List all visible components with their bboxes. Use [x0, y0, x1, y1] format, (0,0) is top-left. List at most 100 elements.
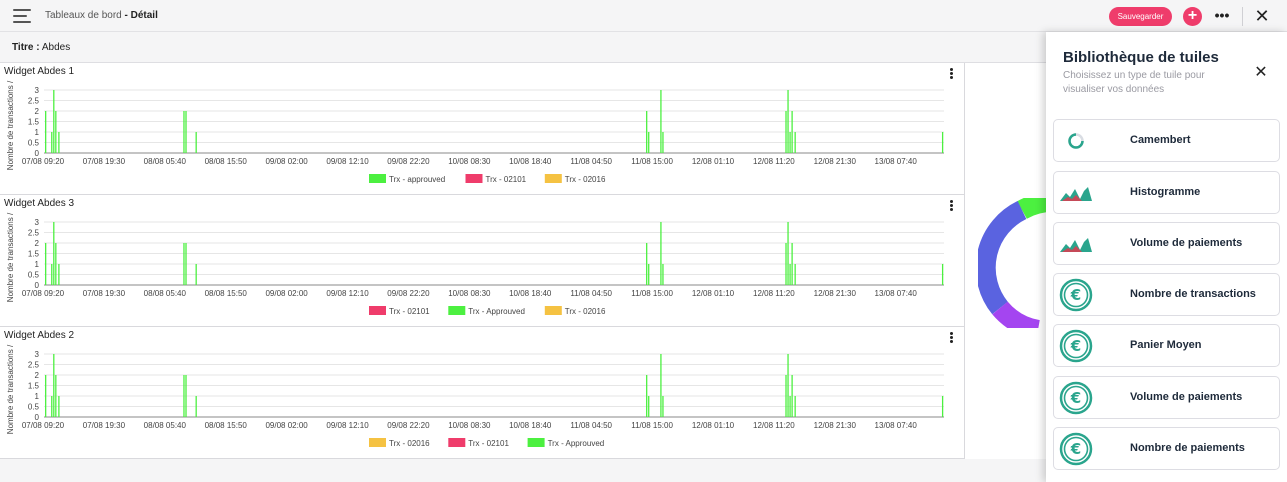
bar[interactable]: [794, 264, 796, 285]
bar[interactable]: [648, 396, 650, 417]
legend-swatch[interactable]: [448, 306, 466, 315]
bar[interactable]: [662, 264, 664, 285]
bar[interactable]: [648, 264, 650, 285]
bar[interactable]: [791, 243, 793, 285]
bar[interactable]: [53, 90, 55, 153]
bar[interactable]: [794, 396, 796, 417]
tile-option[interactable]: € Nombre de paiements: [1053, 427, 1280, 470]
widget-menu-icon[interactable]: [945, 330, 957, 344]
more-options-icon[interactable]: •••: [1214, 7, 1230, 23]
bar[interactable]: [787, 222, 789, 285]
bar[interactable]: [646, 375, 648, 417]
widget-menu-icon[interactable]: [945, 198, 957, 212]
y-tick-label: 2: [35, 371, 40, 380]
bar[interactable]: [789, 264, 791, 285]
x-tick-label: 08/08 15:50: [205, 421, 248, 430]
x-tick-label: 08/08 15:50: [205, 289, 248, 298]
bar[interactable]: [58, 132, 60, 153]
legend-swatch[interactable]: [448, 438, 466, 447]
y-tick-label: 2.5: [28, 229, 40, 238]
tile-option[interactable]: Histogramme: [1053, 171, 1280, 214]
legend-swatch[interactable]: [527, 438, 545, 447]
bar-chart: 00.5 11.5 22.5 3 Nombre de transactions / 07/…: [6, 344, 944, 448]
x-tick-label: 09/08 12:10: [326, 421, 369, 430]
bar[interactable]: [183, 111, 185, 153]
legend-swatch[interactable]: [369, 174, 386, 183]
legend-swatch[interactable]: [544, 306, 562, 315]
legend-label[interactable]: Trx - approuved: [389, 175, 445, 184]
y-axis-label: Nombre de transactions /: [6, 212, 15, 302]
close-icon[interactable]: ✕: [1254, 6, 1270, 26]
library-close-icon[interactable]: ✕: [1254, 64, 1268, 81]
tile-option[interactable]: Camembert: [1053, 119, 1280, 162]
bar[interactable]: [45, 375, 47, 417]
menu-icon[interactable]: [13, 9, 33, 23]
bar[interactable]: [53, 222, 55, 285]
x-tick-label: 12/08 21:30: [814, 157, 857, 166]
bar[interactable]: [941, 396, 944, 417]
tile-option[interactable]: Volume de paiements: [1053, 222, 1280, 265]
widget-menu-icon[interactable]: [945, 66, 957, 80]
legend-swatch[interactable]: [465, 174, 483, 183]
legend-swatch[interactable]: [369, 306, 386, 315]
bar[interactable]: [646, 243, 648, 285]
dashboard-title[interactable]: Titre : Abdes: [12, 42, 70, 53]
bar[interactable]: [789, 396, 791, 417]
bar[interactable]: [660, 222, 662, 285]
tile-library-panel: Bibliothèque de tuiles Choisissez un typ…: [1046, 32, 1287, 482]
bar[interactable]: [787, 90, 789, 153]
legend-label[interactable]: Trx - 02016: [565, 175, 606, 184]
bar[interactable]: [51, 132, 53, 153]
bar[interactable]: [185, 375, 187, 417]
legend-label[interactable]: Trx - 02016: [389, 439, 430, 448]
add-tile-button[interactable]: +: [1183, 7, 1202, 26]
bar[interactable]: [941, 132, 944, 153]
bar[interactable]: [646, 111, 648, 153]
bar[interactable]: [785, 111, 787, 153]
legend-swatch[interactable]: [544, 174, 562, 183]
legend-label[interactable]: Trx - 02101: [486, 175, 527, 184]
bar[interactable]: [195, 396, 197, 417]
bar[interactable]: [787, 354, 789, 417]
tile-option[interactable]: € Nombre de transactions: [1053, 273, 1280, 316]
bar[interactable]: [53, 354, 55, 417]
legend-label[interactable]: Trx - Approuved: [468, 307, 525, 316]
bar[interactable]: [662, 396, 664, 417]
bar[interactable]: [183, 243, 185, 285]
breadcrumb-parent[interactable]: Tableaux de bord: [45, 10, 122, 21]
bar[interactable]: [794, 132, 796, 153]
bar[interactable]: [51, 264, 53, 285]
tile-option[interactable]: € Volume de paiements: [1053, 376, 1280, 419]
bar[interactable]: [791, 375, 793, 417]
save-button[interactable]: Sauvegarder: [1109, 7, 1172, 26]
legend-label[interactable]: Trx - 02101: [468, 439, 509, 448]
bar[interactable]: [648, 132, 650, 153]
bar[interactable]: [58, 396, 60, 417]
bar[interactable]: [185, 243, 187, 285]
bar[interactable]: [185, 111, 187, 153]
bar[interactable]: [45, 111, 47, 153]
legend-label[interactable]: Trx - Approuved: [548, 439, 605, 448]
bar[interactable]: [51, 396, 53, 417]
bar[interactable]: [195, 132, 197, 153]
bar[interactable]: [58, 264, 60, 285]
bar[interactable]: [660, 354, 662, 417]
legend-label[interactable]: Trx - 02101: [389, 307, 430, 316]
bar[interactable]: [791, 111, 793, 153]
bar[interactable]: [195, 264, 197, 285]
legend-label[interactable]: Trx - 02016: [565, 307, 606, 316]
bar[interactable]: [785, 375, 787, 417]
bar[interactable]: [785, 243, 787, 285]
bar[interactable]: [55, 375, 57, 417]
bar[interactable]: [941, 264, 944, 285]
bar[interactable]: [660, 90, 662, 153]
y-axis-label: Nombre de transactions /: [6, 344, 15, 434]
bar[interactable]: [662, 132, 664, 153]
bar[interactable]: [45, 243, 47, 285]
bar[interactable]: [55, 243, 57, 285]
bar[interactable]: [789, 132, 791, 153]
legend-swatch[interactable]: [369, 438, 386, 447]
bar[interactable]: [183, 375, 185, 417]
bar[interactable]: [55, 111, 57, 153]
tile-option[interactable]: € Panier Moyen: [1053, 324, 1280, 367]
